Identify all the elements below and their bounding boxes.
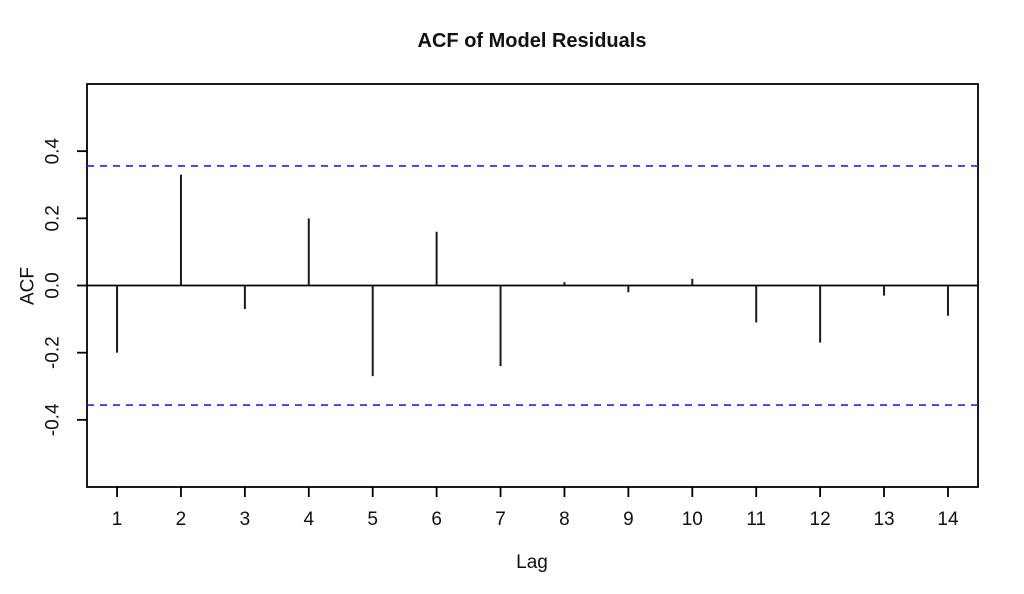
y-axis-ticks-group: -0.4 -0.2 0.0 0.2 0.4 [43,138,87,436]
acf-bars-group [116,174,949,377]
x-axis-label: Lag [516,552,548,573]
x-tick-label: 2 [176,509,187,530]
x-tick-label: 3 [240,509,251,530]
x-tick-label: 11 [746,509,766,530]
x-tick-label: 9 [623,509,634,530]
x-tick-label: 7 [495,509,506,530]
x-tick-label: 12 [810,509,831,530]
confidence-lines-group [87,165,978,406]
y-tick-label: 0.2 [43,205,64,231]
x-tick-label: 10 [682,509,703,530]
x-tick-label: 14 [937,509,959,530]
x-tick-label: 6 [431,509,442,530]
x-tick-label: 1 [112,509,123,530]
y-tick-label: 0.4 [43,138,64,165]
y-tick-label: -0.4 [43,403,64,436]
x-tick-label: 8 [559,509,570,530]
y-tick-label: -0.2 [43,336,64,369]
x-axis-ticks-group: 1 2 3 4 5 6 7 8 9 10 11 12 13 14 [112,487,959,530]
x-tick-label: 4 [304,509,315,530]
chart-title: ACF of Model Residuals [418,30,647,52]
y-tick-label: 0.0 [43,272,64,298]
x-tick-label: 13 [873,509,894,530]
y-axis-label: ACF [18,267,39,305]
x-tick-label: 5 [367,509,378,530]
